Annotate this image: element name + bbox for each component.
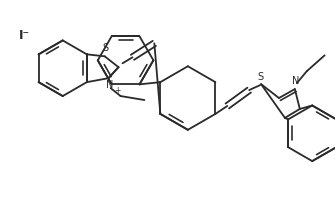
Text: S: S: [102, 43, 109, 53]
Text: N: N: [106, 80, 113, 90]
Text: S: S: [257, 72, 263, 82]
Text: I⁻: I⁻: [19, 29, 30, 42]
Text: N: N: [292, 76, 299, 86]
Text: +: +: [114, 85, 121, 95]
